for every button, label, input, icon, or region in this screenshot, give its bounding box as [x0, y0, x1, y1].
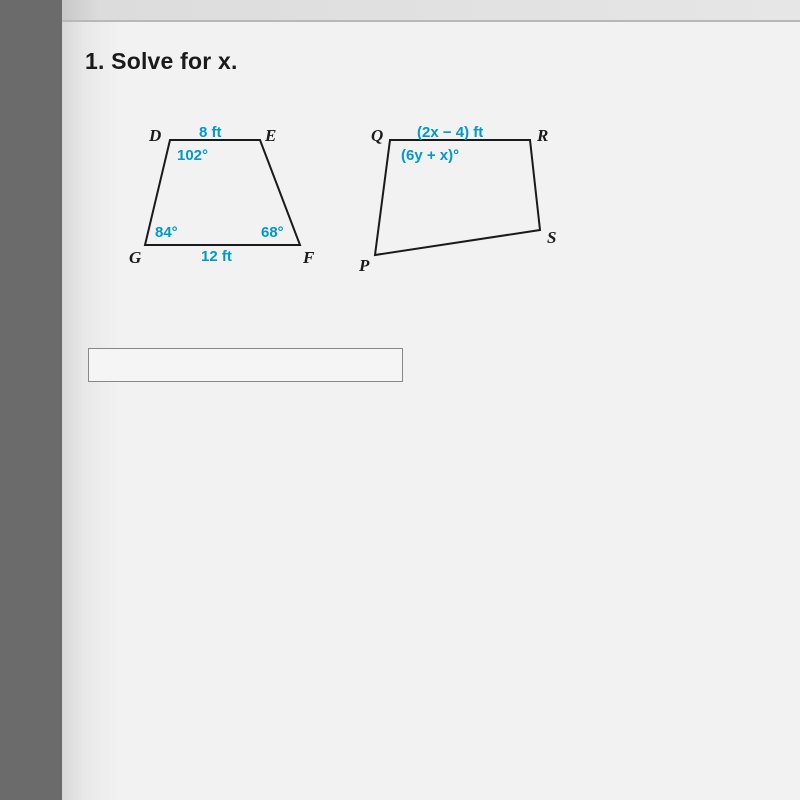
shape-qrsp — [365, 130, 565, 280]
label-qr-2x-4: (2x − 4) ft — [417, 124, 483, 141]
vertex-f: F — [303, 248, 314, 268]
label-angle-g-84: 84° — [155, 224, 178, 241]
vertex-r: R — [537, 126, 548, 146]
label-de-8ft: 8 ft — [199, 124, 222, 141]
question-text: 1. Solve for x. — [85, 48, 785, 75]
label-angle-q-6y-x: (6y + x)° — [401, 147, 459, 164]
vertex-q: Q — [371, 126, 383, 146]
page-top-strip — [62, 0, 800, 22]
vertex-s: S — [547, 228, 556, 248]
figures-container: D E F G 8 ft 102° 84° 68° 12 ft Q R S P … — [135, 130, 785, 330]
answer-input[interactable] — [88, 348, 403, 382]
vertex-g: G — [129, 248, 141, 268]
vertex-p: P — [359, 256, 369, 276]
vertex-d: D — [149, 126, 161, 146]
label-angle-d-102: 102° — [177, 147, 208, 164]
vertex-e: E — [265, 126, 276, 146]
label-gf-12ft: 12 ft — [201, 248, 232, 265]
label-angle-f-68: 68° — [261, 224, 284, 241]
content-area: 1. Solve for x. D E F G 8 ft 102° 84° 68… — [85, 48, 785, 330]
